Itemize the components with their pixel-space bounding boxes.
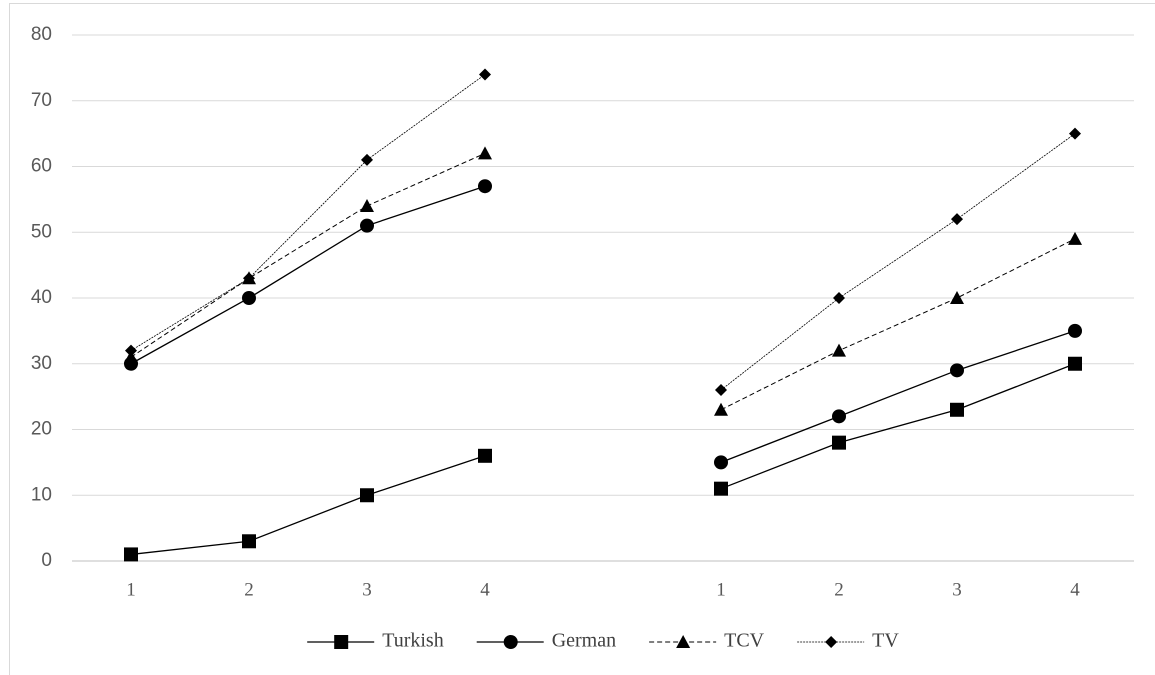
chart-border	[9, 3, 1155, 675]
data-point	[478, 146, 492, 160]
data-point	[478, 448, 492, 463]
legend-marker	[825, 636, 838, 648]
data-point	[832, 435, 846, 450]
y-tick-label: 60	[31, 156, 52, 177]
data-point	[950, 363, 964, 378]
data-point	[360, 488, 374, 503]
data-point	[715, 384, 727, 397]
data-point	[242, 534, 256, 549]
legend-marker	[334, 635, 349, 649]
x-tick-label: 2	[244, 579, 254, 600]
y-tick-label: 10	[31, 484, 52, 505]
legend-label: TCV	[724, 630, 765, 652]
series-line	[130, 363, 1076, 556]
data-point	[832, 343, 846, 357]
data-point	[1068, 323, 1082, 338]
legend-marker	[676, 635, 691, 648]
data-point	[833, 292, 845, 304]
series-line	[130, 152, 1076, 411]
y-tick-label: 80	[31, 24, 52, 45]
legend-label: Turkish	[382, 630, 444, 652]
data-point	[124, 350, 138, 364]
series-line	[130, 74, 1076, 391]
data-point	[1069, 127, 1081, 140]
x-tick-label: 4	[1070, 579, 1080, 600]
data-point	[478, 179, 492, 194]
y-tick-label: 70	[31, 90, 52, 111]
legend-label: TV	[872, 630, 899, 652]
data-point	[1068, 356, 1082, 371]
data-point	[479, 68, 491, 81]
data-point	[125, 344, 137, 357]
x-tick-label: 3	[362, 579, 372, 600]
series-line	[130, 185, 1076, 463]
x-tick-label: 1	[126, 579, 136, 600]
legend-label: German	[552, 630, 616, 652]
data-point	[1068, 231, 1082, 245]
x-tick-label: 2	[834, 579, 844, 600]
x-tick-label: 4	[480, 579, 490, 600]
data-point	[714, 481, 728, 496]
legend-marker	[503, 635, 518, 649]
x-tick-label: 3	[952, 579, 962, 600]
data-point	[243, 272, 255, 285]
data-point	[360, 198, 374, 212]
y-tick-label: 40	[31, 287, 52, 308]
data-point	[124, 547, 138, 562]
data-point	[832, 409, 846, 424]
data-point	[360, 218, 374, 233]
data-point	[950, 291, 964, 304]
data-point	[714, 402, 728, 416]
data-point	[242, 291, 256, 305]
data-point	[361, 153, 373, 166]
x-tick-label: 1	[716, 579, 726, 600]
y-tick-label: 20	[31, 419, 52, 440]
data-point	[714, 455, 728, 470]
y-tick-label: 0	[41, 550, 52, 571]
y-tick-label: 50	[31, 221, 52, 242]
data-point	[951, 213, 963, 226]
data-point	[950, 402, 964, 417]
y-tick-label: 30	[31, 353, 52, 374]
